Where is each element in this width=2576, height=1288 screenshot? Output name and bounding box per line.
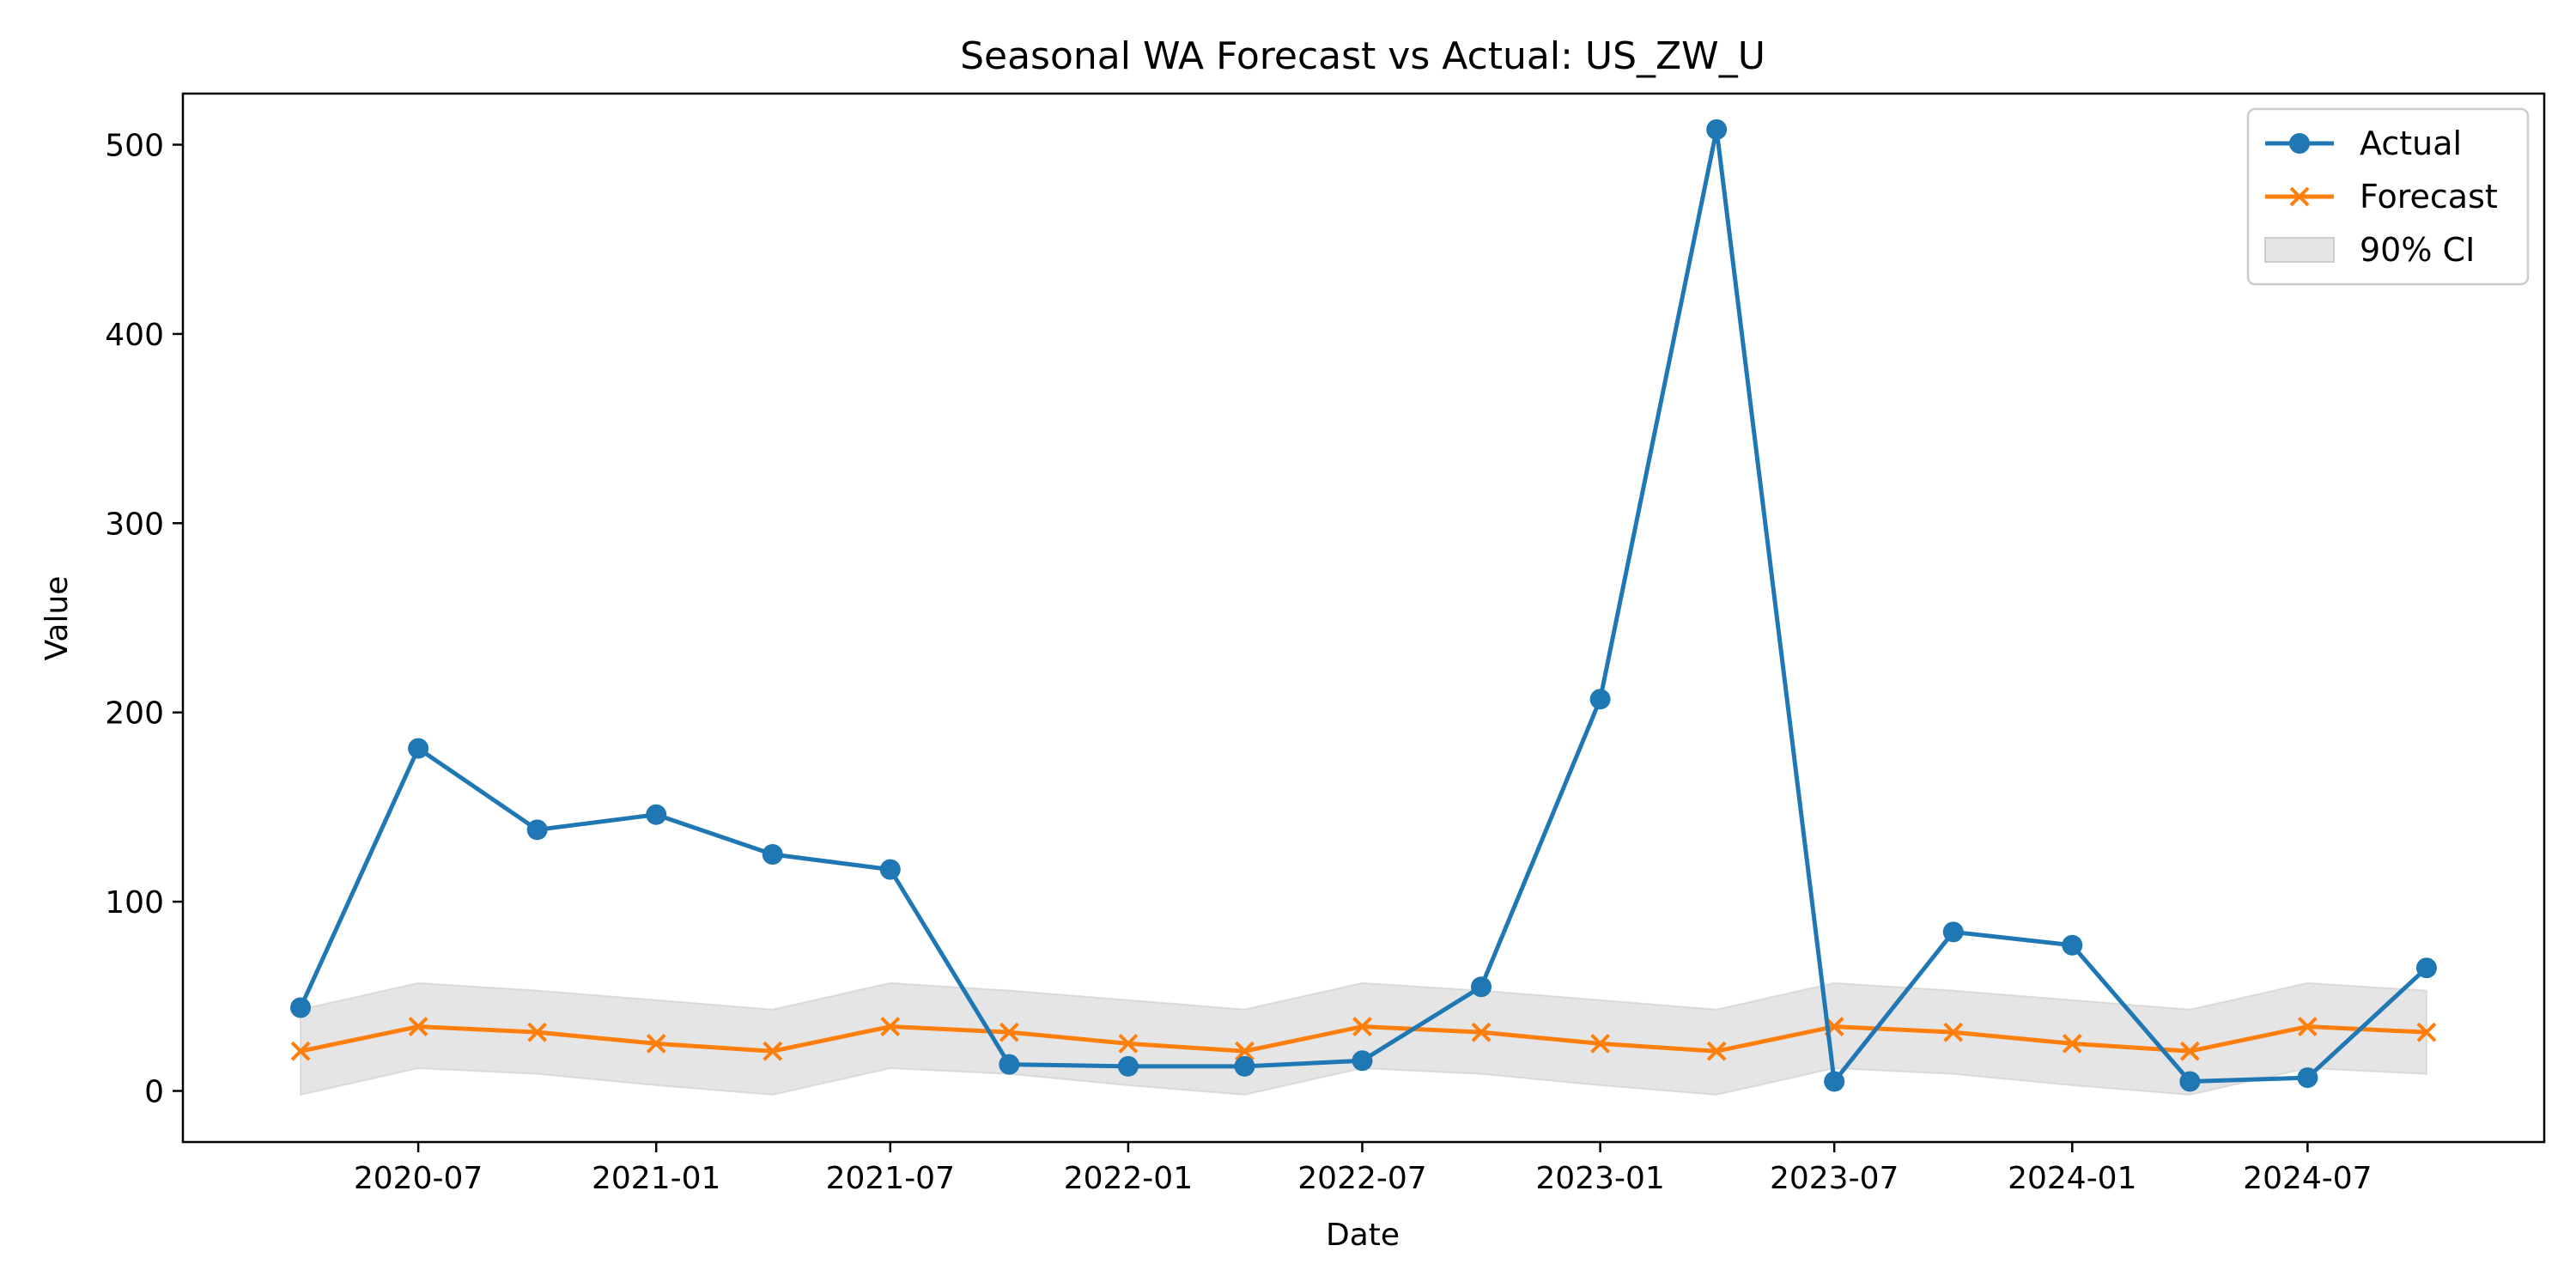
x-tick-label: 2023-01 — [1535, 1161, 1664, 1196]
actual-point — [1824, 1071, 1845, 1092]
legend-label: 90% CI — [2360, 231, 2475, 269]
axes-layer: 0 100 200 300 400 500 2020-07 2021-01 2021-07 202… — [105, 92, 2546, 1196]
forecast-point — [762, 1041, 783, 1061]
legend-swatch-ci — [2264, 237, 2335, 263]
actual-point — [1234, 1055, 1255, 1077]
actual-point — [646, 804, 667, 825]
forecast-marker-stroke — [2062, 1033, 2082, 1054]
actual-point — [408, 738, 429, 759]
x-tick-label: 2020-07 — [354, 1161, 483, 1196]
forecast-point — [2297, 1017, 2318, 1036]
forecast-marker-stroke — [1706, 1041, 1727, 1061]
forecast-point — [1471, 1022, 1492, 1042]
actual-point — [2297, 1067, 2318, 1089]
forecast-marker-stroke — [408, 1017, 428, 1036]
x-tick-label: 2024-07 — [2243, 1161, 2372, 1196]
forecast-marker-stroke — [527, 1022, 548, 1042]
legend-entry: Forecast — [2265, 178, 2498, 216]
forecast-marker-stroke — [1235, 1041, 1255, 1061]
forecast-marker-stroke — [999, 1022, 1019, 1042]
forecast-marker-stroke — [2297, 1017, 2318, 1036]
legend-label: Forecast — [2360, 178, 2498, 216]
forecast-marker-stroke — [1943, 1022, 1964, 1042]
y-tick-label: 300 — [105, 507, 164, 542]
actual-point — [1117, 1055, 1139, 1077]
ci-band — [300, 981, 2427, 1097]
forecast-point — [1352, 1017, 1372, 1036]
actual-point — [2179, 1071, 2201, 1092]
forecast-point — [2416, 1022, 2437, 1042]
actual-point — [1706, 118, 1728, 140]
forecast-point — [1943, 1022, 1964, 1042]
legend-swatch-marker — [2289, 186, 2310, 207]
x-tick-label: 2021-07 — [826, 1161, 955, 1196]
series-forecast — [290, 1017, 2437, 1061]
x-axis-label: Date — [1326, 1218, 1400, 1253]
forecast-marker-stroke — [1118, 1033, 1139, 1054]
forecast-point — [2062, 1033, 2082, 1054]
forecast-point — [1235, 1041, 1255, 1061]
forecast-marker-stroke — [880, 1017, 901, 1036]
legend-swatch-marker — [2289, 133, 2310, 154]
x-tick-label: 2023-07 — [1770, 1161, 1899, 1196]
x-tick-label: 2022-07 — [1297, 1161, 1426, 1196]
forecast-point — [2179, 1041, 2200, 1061]
forecast-marker-stroke — [290, 1041, 311, 1061]
forecast-point — [1706, 1041, 1727, 1061]
chart-title: Seasonal WA Forecast vs Actual: US_ZW_U — [960, 34, 1765, 78]
forecast-point — [1590, 1033, 1611, 1054]
actual-point — [2415, 957, 2437, 979]
actual-point — [999, 1054, 1020, 1075]
actual-point — [762, 843, 783, 865]
forecast-marker-stroke — [762, 1041, 783, 1061]
forecast-marker-stroke — [2416, 1022, 2437, 1042]
forecast-point — [290, 1041, 311, 1061]
forecast-point — [646, 1033, 666, 1054]
forecast-marker-stroke — [646, 1033, 666, 1054]
forecast-marker-stroke — [1471, 1022, 1492, 1042]
y-tick-label: 0 — [144, 1074, 164, 1109]
plot-frame — [181, 92, 2546, 1144]
legend: Actual Forecast 90% CI — [2246, 107, 2530, 286]
actual-point — [1471, 976, 1492, 998]
forecast-point — [880, 1017, 901, 1036]
forecast-point — [1118, 1033, 1139, 1054]
y-tick-label: 200 — [105, 696, 164, 732]
x-tick-label: 2021-01 — [592, 1161, 720, 1196]
x-tick-label: 2022-01 — [1064, 1161, 1193, 1196]
y-tick-label: 100 — [105, 885, 164, 920]
legend-entry: 90% CI — [2264, 231, 2475, 269]
legend-label: Actual — [2360, 125, 2462, 162]
forecast-point — [999, 1022, 1019, 1042]
actual-point — [526, 819, 548, 841]
actual-point — [879, 859, 901, 880]
actual-point — [2062, 934, 2083, 956]
actual-point — [1942, 921, 1964, 943]
forecast-point — [527, 1022, 548, 1042]
forecast-marker-stroke — [1352, 1017, 1372, 1036]
forecast-marker-stroke — [1590, 1033, 1611, 1054]
ci-band-layer — [300, 981, 2427, 1097]
forecast-point — [408, 1017, 428, 1036]
actual-point — [290, 997, 312, 1018]
y-axis-label: Value — [39, 576, 75, 661]
series-actual — [290, 118, 2437, 1092]
x-tick-label: 2024-01 — [2008, 1161, 2136, 1196]
y-tick-label: 500 — [105, 129, 164, 164]
y-tick-label: 400 — [105, 318, 164, 353]
legend-entry: Actual — [2265, 125, 2462, 162]
actual-point — [1589, 689, 1611, 710]
forecast-marker-stroke — [2179, 1041, 2200, 1061]
actual-point — [1352, 1050, 1373, 1072]
series-layer — [290, 118, 2437, 1092]
